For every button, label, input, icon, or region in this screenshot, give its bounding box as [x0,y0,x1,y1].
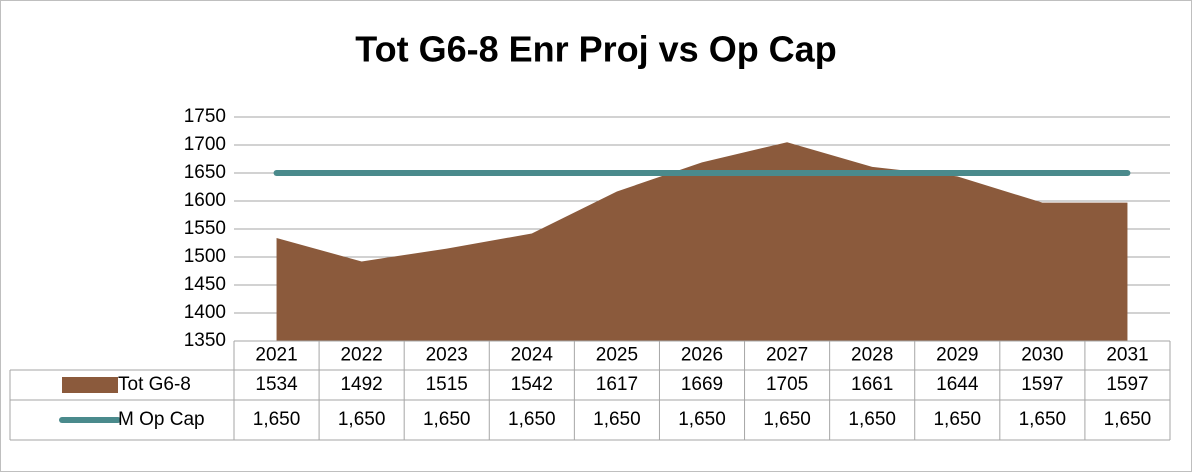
y-tick-label: 1600 [184,190,226,211]
x-tick-label: 2023 [426,345,468,366]
x-tick-label: 2024 [511,345,554,366]
table-value: 1705 [766,374,808,395]
table-value: 1,650 [423,409,471,430]
y-tick-label: 1550 [184,218,226,239]
x-tick-label: 2025 [596,345,638,366]
table-value: 1,650 [933,409,981,430]
x-tick-label: 2022 [340,345,382,366]
table-value: 1,650 [253,409,301,430]
table-value: 1597 [1021,374,1063,395]
table-value: 1492 [340,374,382,395]
y-tick-label: 1500 [184,246,226,267]
table-value: 1,650 [678,409,726,430]
table-value: 1597 [1106,374,1148,395]
table-value: 1534 [255,374,298,395]
x-tick-label: 2026 [681,345,723,366]
chart-title: Tot G6-8 Enr Proj vs Op Cap [355,29,836,70]
table-value: 1,650 [338,409,386,430]
table-value: 1,650 [593,409,641,430]
y-tick-label: 1450 [184,274,226,295]
x-tick-label: 2028 [851,345,893,366]
table-value: 1,650 [1019,409,1067,430]
table-value: 1,650 [848,409,896,430]
legend-key [62,377,118,393]
area [276,142,1128,341]
table-value: 1,650 [508,409,556,430]
y-tick-label: 1700 [184,134,226,155]
x-tick-label: 2027 [766,345,808,366]
table-value: 1669 [681,374,723,395]
table-value: 1,650 [1104,409,1152,430]
legend-label: Tot G6-8 [118,374,191,395]
table-value: 1542 [511,374,553,395]
y-tick-label: 1650 [184,162,226,183]
x-tick-label: 2030 [1021,345,1063,366]
table-value: 1644 [936,374,979,395]
x-tick-label: 2029 [936,345,978,366]
table-value: 1,650 [763,409,811,430]
legend-label: M Op Cap [118,409,205,430]
y-tick-label: 1350 [184,330,226,351]
table-value: 1661 [851,374,893,395]
table-value: 1515 [426,374,468,395]
y-tick-label: 1400 [184,302,226,323]
x-tick-label: 2021 [255,345,297,366]
x-tick-label: 2031 [1106,345,1148,366]
y-tick-label: 1750 [184,106,226,127]
table-value: 1617 [596,374,638,395]
